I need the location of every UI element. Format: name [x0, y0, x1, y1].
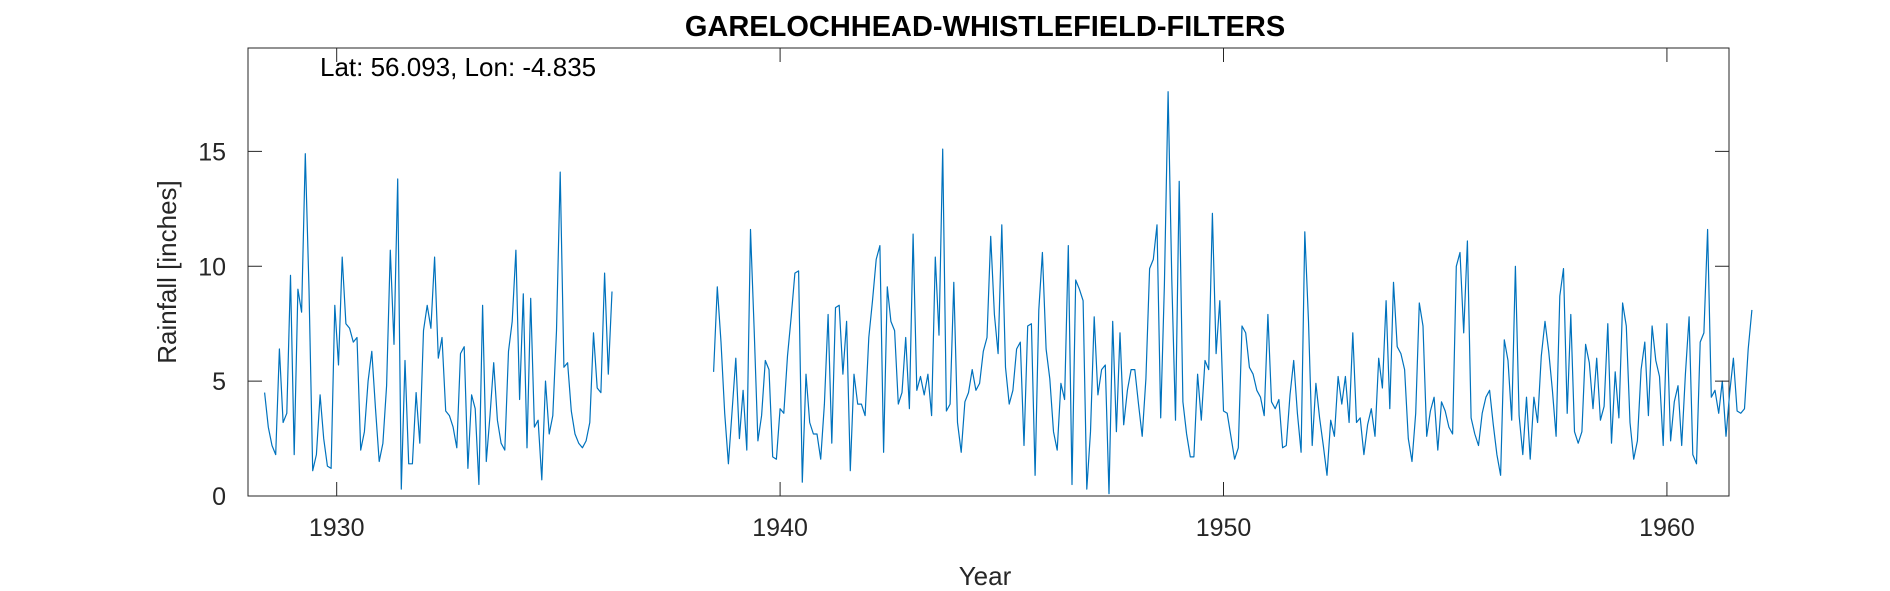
x-axis: 1930 1940 1950 1960 [309, 48, 1695, 542]
x-tick-label: 1960 [1639, 514, 1695, 542]
x-axis-label: Year [959, 561, 1012, 591]
series-layer [264, 91, 1753, 495]
x-tick-label: 1940 [752, 514, 808, 542]
y-tick-label: 5 [212, 368, 226, 396]
x-tick-label: 1930 [309, 514, 365, 542]
y-axis-label: Rainfall [inches] [152, 180, 182, 364]
rainfall-series-line-1 [264, 153, 613, 490]
rainfall-series-line-2 [713, 91, 1753, 495]
y-tick-label: 10 [198, 253, 226, 281]
y-tick-label: 15 [198, 138, 226, 166]
plot-area [247, 47, 1730, 497]
x-tick-label: 1950 [1196, 514, 1252, 542]
y-axis: 0 5 10 15 [198, 138, 1729, 511]
location-annotation: Lat: 56.093, Lon: -4.835 [320, 52, 596, 82]
y-tick-label: 0 [212, 483, 226, 511]
chart-title: GARELOCHHEAD-WHISTLEFIELD-FILTERS [685, 11, 1285, 43]
